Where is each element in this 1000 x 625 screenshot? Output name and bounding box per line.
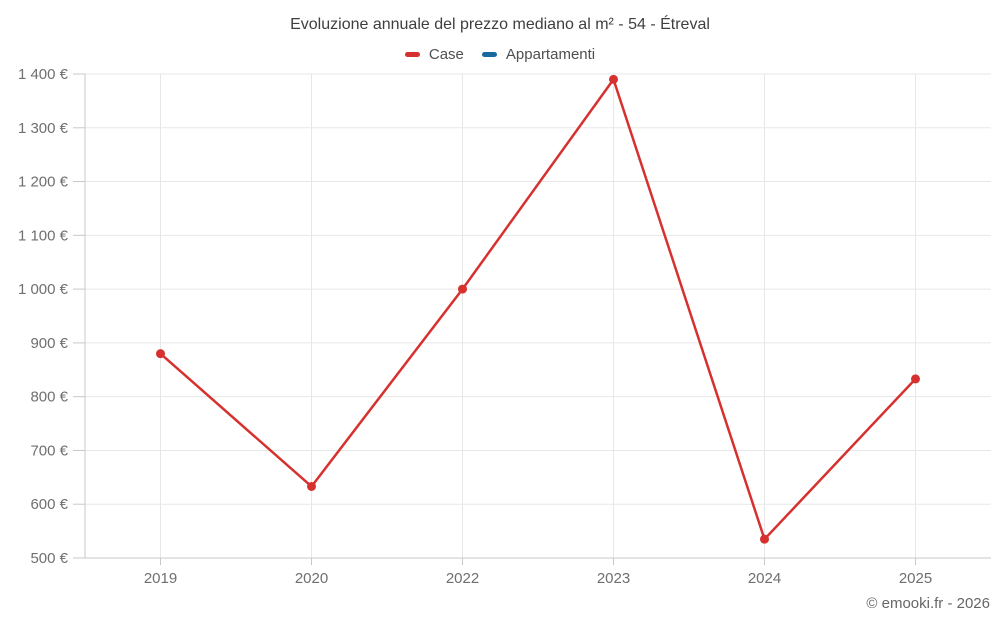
legend-label: Appartamenti xyxy=(505,46,596,63)
x-axis-tick-label: 2022 xyxy=(446,570,479,587)
y-axis-tick-label: 1 100 € xyxy=(18,227,69,244)
data-point-case-2023[interactable] xyxy=(609,74,618,84)
y-axis-tick-label: 500 € xyxy=(30,550,68,567)
y-axis-tick-label: 1 000 € xyxy=(18,281,69,298)
legend-swatch-icon xyxy=(481,52,497,57)
series-line-case xyxy=(159,78,917,541)
y-axis-tick-label: 1 400 € xyxy=(18,66,69,83)
data-point-case-2024[interactable] xyxy=(760,534,769,544)
legend-label: Case xyxy=(428,46,464,63)
legend-swatch-icon xyxy=(404,52,420,57)
x-axis-tick-label: 2024 xyxy=(748,570,781,587)
y-axis-tick-label: 1 200 € xyxy=(18,174,69,191)
legend: Case Appartamenti xyxy=(0,46,1000,63)
y-axis-tick-label: 800 € xyxy=(30,389,68,406)
y-axis-tick-label: 700 € xyxy=(30,442,68,459)
data-point-case-2019[interactable] xyxy=(156,349,165,359)
x-axis-tick-label: 2019 xyxy=(144,570,177,587)
x-axis-tick-label: 2023 xyxy=(597,570,630,587)
y-axis-tick-label: 900 € xyxy=(30,335,68,352)
y-axis-tick-label: 600 € xyxy=(30,496,68,513)
data-point-case-2020[interactable] xyxy=(307,481,316,491)
data-point-case-2025[interactable] xyxy=(911,374,920,384)
x-axis-tick-label: 2025 xyxy=(899,570,932,587)
copyright-note: © emooki.fr - 2026 xyxy=(866,595,990,612)
chart-title: Evoluzione annuale del prezzo mediano al… xyxy=(290,16,710,33)
legend-item-case[interactable]: Case xyxy=(404,46,464,63)
x-axis-tick-label: 2020 xyxy=(295,570,328,587)
legend-item-appartamenti[interactable]: Appartamenti xyxy=(481,46,596,63)
y-axis-tick-label: 1 300 € xyxy=(18,120,69,137)
data-point-case-2022[interactable] xyxy=(458,284,467,294)
